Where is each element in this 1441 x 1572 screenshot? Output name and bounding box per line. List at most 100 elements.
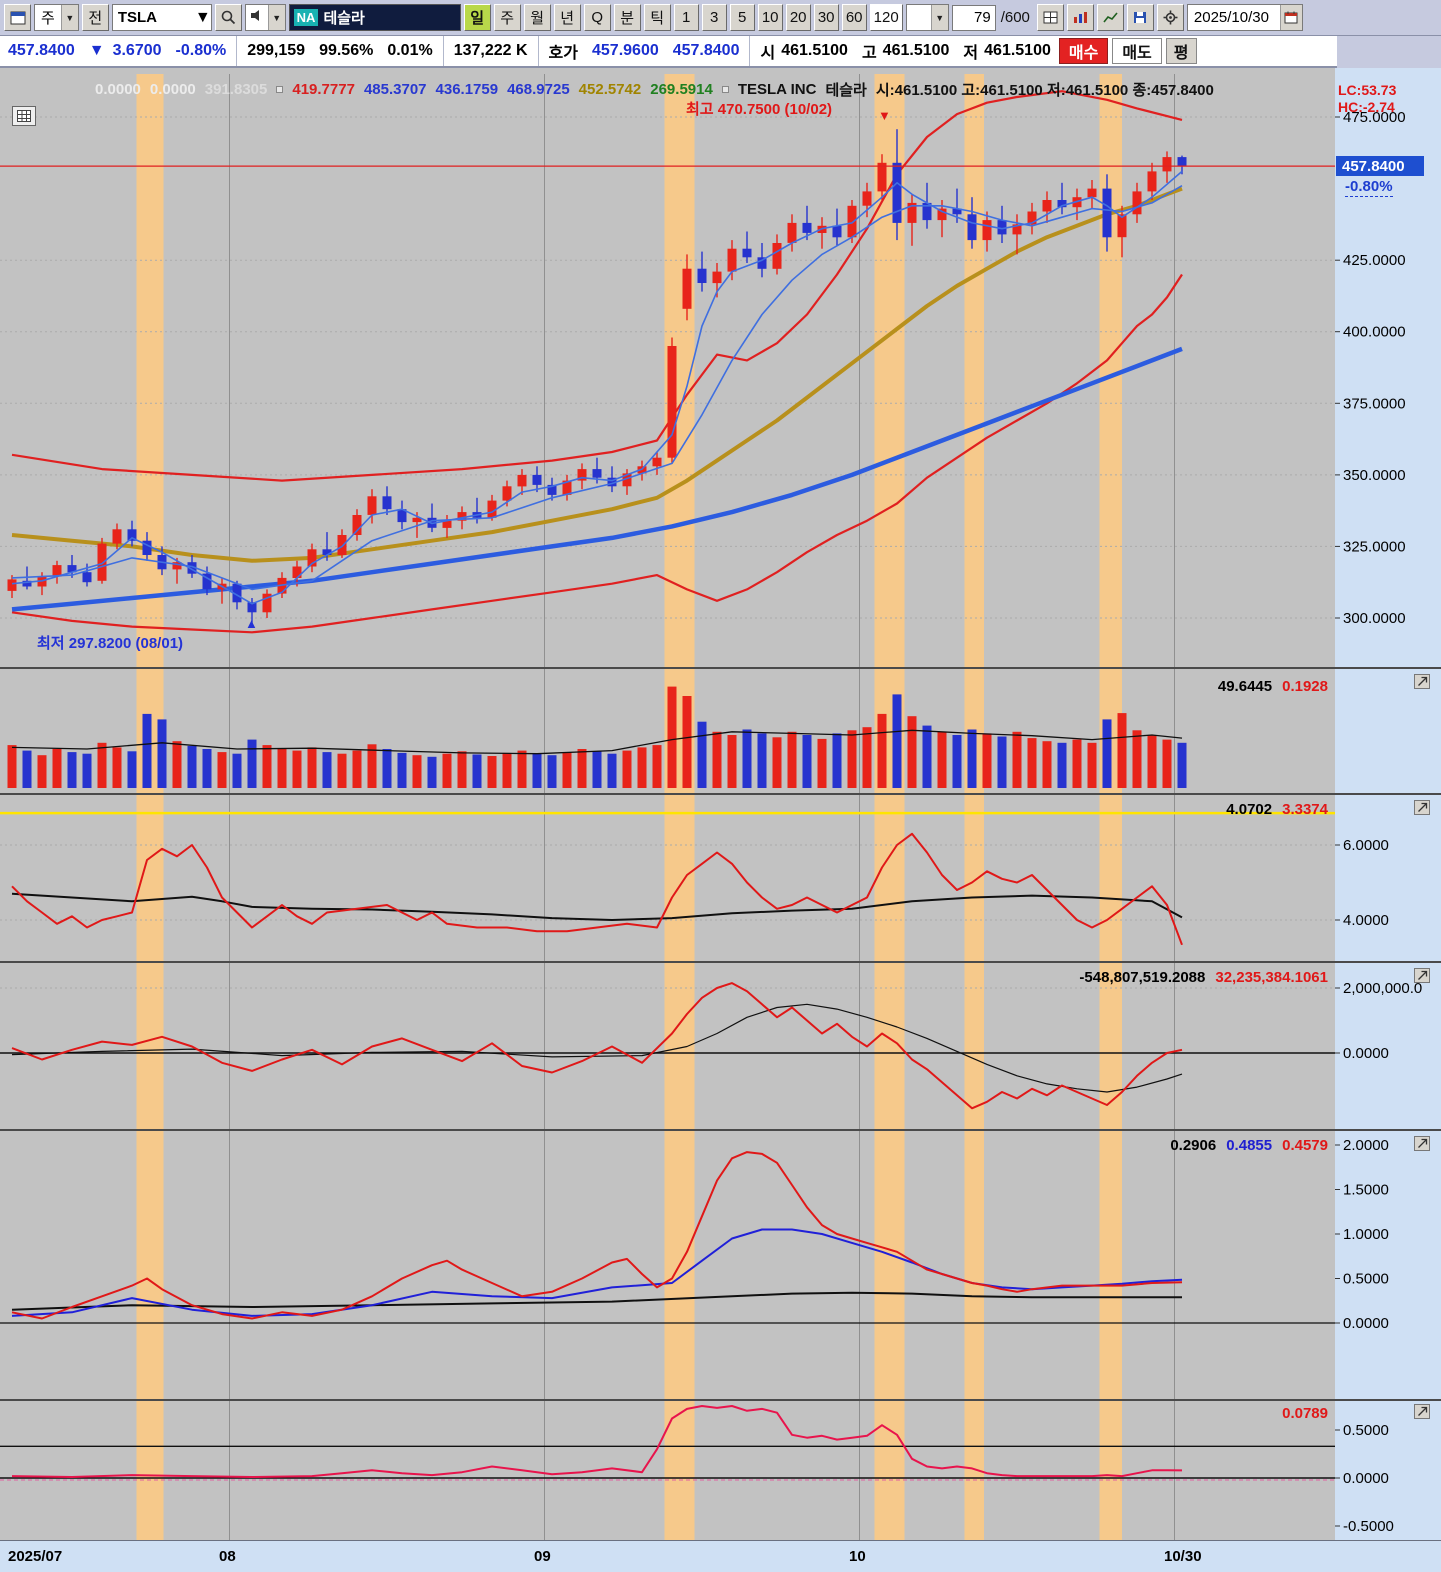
price-change: 3.6700 — [112, 42, 162, 59]
bar-chart-button[interactable] — [1066, 4, 1094, 31]
candle-body — [877, 162, 887, 192]
axis-label: 400.0000 — [1343, 324, 1406, 341]
timeframe-tick-button[interactable]: 틱 — [643, 4, 671, 31]
ind2-main-line — [11, 982, 1183, 1110]
axis-label: 375.0000 — [1343, 395, 1406, 412]
candle-body — [112, 529, 122, 544]
candle-body — [862, 191, 872, 206]
interval-120-button[interactable]: 120 — [869, 4, 903, 31]
chart-grid-button[interactable] — [12, 106, 36, 126]
timeframe-day-button[interactable]: 일 — [463, 4, 491, 31]
timeframe-month-button[interactable]: 월 — [523, 4, 551, 31]
ind1-main-line — [11, 832, 1183, 946]
window-select-button[interactable] — [4, 4, 31, 31]
candle-body — [757, 257, 767, 269]
expand-ind2-panel-button[interactable] — [1414, 968, 1430, 983]
volume-bar — [157, 719, 167, 788]
chevron-down-icon[interactable]: ▼ — [60, 5, 78, 30]
timeframe-year-button[interactable]: 년 — [553, 4, 581, 31]
timeframe-minute-button[interactable]: 분 — [613, 4, 641, 31]
time-axis[interactable]: 2025/07 08 09 10 10/30 — [0, 1540, 1441, 1572]
volume-bar — [922, 725, 932, 788]
header-value: 485.3707 — [363, 81, 427, 98]
sound-combo[interactable]: ▼ — [244, 4, 286, 31]
candle-body — [577, 469, 587, 481]
volume-bar — [247, 739, 257, 788]
date-input[interactable] — [1187, 9, 1280, 26]
save-button[interactable] — [1126, 4, 1154, 31]
hc-value: HC:-2.74 — [1338, 99, 1395, 115]
search-button[interactable] — [214, 4, 242, 31]
marker-square — [276, 86, 284, 93]
interval-10-button[interactable]: 10 — [757, 4, 783, 31]
interval-1-button[interactable]: 1 — [673, 4, 699, 31]
interval-30-button[interactable]: 30 — [813, 4, 839, 31]
candle-body — [727, 248, 737, 272]
expand-volume-panel-button[interactable] — [1414, 674, 1430, 689]
date-picker — [1186, 4, 1303, 31]
chart-area: 475.0000 425.0000 400.0000 375.0000 350.0000… — [0, 68, 1441, 1540]
volume-bar — [112, 747, 122, 788]
avg-button[interactable]: 평 — [1165, 38, 1197, 64]
sell-button[interactable]: 매도 — [1112, 38, 1162, 64]
interval-5-button[interactable]: 5 — [729, 4, 755, 31]
expand-ind4-panel-button[interactable] — [1414, 1404, 1430, 1419]
candle-body — [982, 220, 992, 241]
volume-bar — [397, 752, 407, 788]
bar-count-input[interactable] — [951, 4, 996, 31]
candle-body — [832, 225, 842, 238]
volume-bar — [997, 736, 1007, 788]
divider — [749, 36, 751, 66]
chevron-down-icon[interactable]: ▼ — [194, 8, 211, 26]
envelope-upper-line — [11, 90, 1183, 482]
candle-body — [307, 549, 317, 567]
volume-bar — [127, 751, 137, 788]
candle-body — [907, 202, 917, 223]
volume-bar — [802, 735, 812, 788]
candle-body — [202, 573, 212, 590]
volume-bar — [1057, 742, 1067, 788]
interval-20-button[interactable]: 20 — [785, 4, 811, 31]
volume-bar — [727, 735, 737, 788]
volume-bar — [712, 731, 722, 788]
candle-body — [922, 202, 932, 221]
chevron-down-icon[interactable]: ▼ — [930, 5, 948, 30]
volume-bar — [652, 745, 662, 788]
candle-body — [502, 486, 512, 501]
volume-bar — [532, 753, 542, 788]
extra-combo[interactable]: ▼ — [905, 4, 949, 31]
low-label: 저 — [963, 45, 979, 62]
marker-square — [721, 86, 729, 93]
chevron-down-icon[interactable]: ▼ — [267, 5, 285, 30]
candle-body — [7, 579, 17, 591]
expand-ind3-panel-button[interactable] — [1414, 1136, 1430, 1151]
line-chart-button[interactable] — [1096, 4, 1124, 31]
ind1-value-labels: 4.0702 3.3374 — [1226, 801, 1328, 818]
expand-ind1-panel-button[interactable] — [1414, 800, 1430, 815]
interval-60-button[interactable]: 60 — [841, 4, 867, 31]
timeframe-week-button[interactable]: 주 — [493, 4, 521, 31]
header-title: TESLA INC — [737, 81, 817, 98]
period-type-combo[interactable]: 주 ▼ — [34, 4, 79, 31]
axis-label: 0.0000 — [1343, 1045, 1389, 1062]
volume-bar — [22, 750, 32, 788]
candle-body — [412, 517, 422, 523]
candle-body — [1147, 171, 1157, 192]
axis-label: 2.0000 — [1343, 1137, 1389, 1154]
candle-body — [367, 496, 377, 515]
candle-body — [1012, 224, 1022, 235]
prev-button[interactable]: 전 — [81, 4, 109, 31]
symbol-input[interactable] — [112, 5, 195, 30]
volume-bar — [787, 731, 797, 788]
settings-button[interactable] — [1156, 4, 1184, 31]
interval-3-button[interactable]: 3 — [701, 4, 727, 31]
timeframe-q-button[interactable]: Q — [583, 4, 611, 31]
candle-body — [1042, 200, 1052, 212]
axis-label: 1.0000 — [1343, 1226, 1389, 1243]
current-price-pct: -0.80% — [1345, 178, 1393, 197]
candle-body — [772, 243, 782, 269]
chart-canvas[interactable]: 475.0000 425.0000 400.0000 375.0000 350.0000… — [0, 68, 1441, 1540]
grid-chart-button[interactable] — [1036, 4, 1064, 31]
calendar-icon[interactable] — [1279, 5, 1302, 30]
buy-button[interactable]: 매수 — [1058, 38, 1109, 64]
